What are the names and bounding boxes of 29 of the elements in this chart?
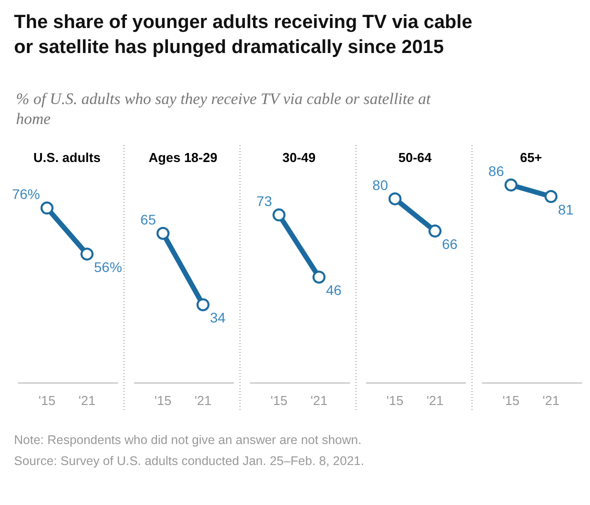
x-tick-label: '21 <box>542 393 560 408</box>
data-label: 66 <box>442 236 458 252</box>
data-label: 81 <box>558 202 574 218</box>
chart-title: 50-64 <box>398 150 432 165</box>
x-tick-label: '15 <box>502 393 520 408</box>
data-label: 80 <box>372 176 388 193</box>
data-label: 65 <box>140 211 156 228</box>
chart-title: Ages 18-29 <box>148 150 218 165</box>
text: The share of younger adults receiving TV via cable or satellite has plunged dramatically since 2015 <box>14 12 472 58</box>
x-tick-label: '21 <box>78 393 96 408</box>
data-label: 46 <box>326 282 342 298</box>
source-note: Source: Survey of U.S. adults conducted Jan. 25–Feb. 8, 2021. <box>14 454 364 468</box>
x-tick-label: '15 <box>38 393 56 408</box>
data-label: 76% <box>12 186 40 202</box>
text: Note: Respondents who did not give an answer are not shown. <box>14 433 362 447</box>
x-tick-label: '21 <box>310 393 328 408</box>
x-tick-label: '15 <box>154 393 172 408</box>
chart-title: 65+ <box>520 150 542 165</box>
x-tick-label: '21 <box>426 393 444 408</box>
data-label: 73 <box>256 192 272 209</box>
chart-title: U.S. adults <box>33 150 101 165</box>
x-tick-label: '15 <box>386 393 404 408</box>
text: % of U.S. adults who say they receive TV via cable or satellite at home <box>16 91 432 128</box>
data-label: 86 <box>488 163 504 179</box>
data-label: 56% <box>94 259 122 276</box>
x-tick-label: '21 <box>194 393 212 408</box>
data-label: 34 <box>210 310 226 326</box>
x-tick-label: '15 <box>270 393 288 408</box>
chart-title: 30-49 <box>282 150 316 165</box>
